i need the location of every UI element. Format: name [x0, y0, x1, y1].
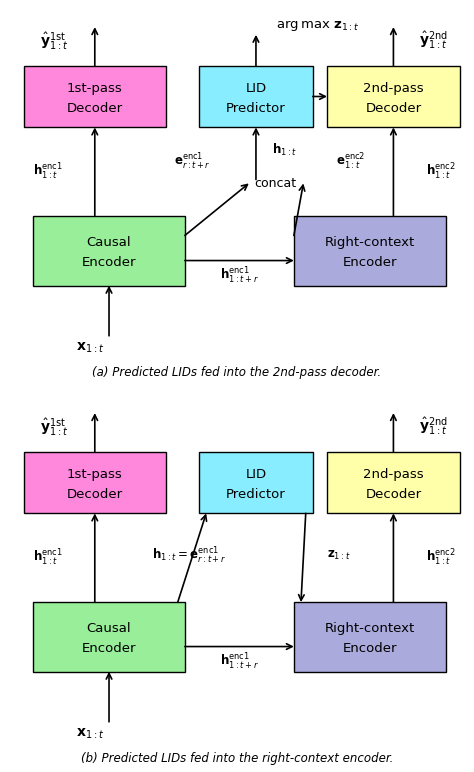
Text: $\mathbf{e}^{\mathrm{enc1}}_{r:t+r}$: $\mathbf{e}^{\mathrm{enc1}}_{r:t+r}$	[173, 152, 210, 172]
Text: Decoder: Decoder	[67, 102, 123, 114]
FancyBboxPatch shape	[327, 66, 460, 127]
Text: $\mathbf{x}_{1:t}$: $\mathbf{x}_{1:t}$	[76, 726, 104, 740]
Text: Decoder: Decoder	[365, 102, 421, 114]
Text: Encoder: Encoder	[343, 642, 397, 655]
FancyBboxPatch shape	[199, 66, 313, 127]
Text: 2nd-pass: 2nd-pass	[363, 468, 424, 480]
Text: $\mathbf{x}_{1:t}$: $\mathbf{x}_{1:t}$	[76, 340, 104, 354]
Text: Decoder: Decoder	[67, 488, 123, 500]
Text: $\mathbf{e}^{\mathrm{enc2}}_{1:t}$: $\mathbf{e}^{\mathrm{enc2}}_{1:t}$	[336, 152, 365, 172]
Text: Encoder: Encoder	[82, 256, 136, 269]
Text: $\hat{\mathbf{y}}^{\mathrm{2nd}}_{1:t}$: $\hat{\mathbf{y}}^{\mathrm{2nd}}_{1:t}$	[419, 415, 448, 438]
Text: $\mathbf{h}^{\mathrm{enc1}}_{1:t}$: $\mathbf{h}^{\mathrm{enc1}}_{1:t}$	[33, 547, 62, 568]
Text: $\mathbf{h}_{1:t}=\mathbf{e}^{\mathrm{enc1}}_{r:t+r}$: $\mathbf{h}_{1:t}=\mathbf{e}^{\mathrm{en…	[153, 546, 227, 566]
Text: 1st-pass: 1st-pass	[67, 82, 123, 94]
Text: $\mathbf{h}^{\mathrm{enc1}}_{1:t+r}$: $\mathbf{h}^{\mathrm{enc1}}_{1:t+r}$	[220, 652, 259, 672]
Text: concat: concat	[254, 177, 296, 190]
Text: Encoder: Encoder	[82, 642, 136, 655]
FancyBboxPatch shape	[33, 602, 185, 672]
Text: Right-context: Right-context	[325, 236, 415, 249]
FancyBboxPatch shape	[199, 452, 313, 513]
Text: $\mathbf{h}^{\mathrm{enc1}}_{1:t}$: $\mathbf{h}^{\mathrm{enc1}}_{1:t}$	[33, 161, 62, 182]
Text: $\mathbf{h}^{\mathrm{enc1}}_{1:t+r}$: $\mathbf{h}^{\mathrm{enc1}}_{1:t+r}$	[220, 266, 259, 286]
FancyBboxPatch shape	[33, 216, 185, 286]
FancyBboxPatch shape	[294, 216, 446, 286]
Text: 1st-pass: 1st-pass	[67, 468, 123, 480]
Text: Causal: Causal	[87, 622, 131, 635]
Text: (b) Predicted LIDs fed into the right-context encoder.: (b) Predicted LIDs fed into the right-co…	[81, 752, 393, 765]
Text: LID: LID	[246, 468, 266, 480]
Text: $\mathbf{h}^{\mathrm{enc2}}_{1:t}$: $\mathbf{h}^{\mathrm{enc2}}_{1:t}$	[426, 161, 456, 182]
Text: Decoder: Decoder	[365, 488, 421, 500]
Text: LID: LID	[246, 82, 266, 94]
Text: $\arg\max\ \mathbf{z}_{1:t}$: $\arg\max\ \mathbf{z}_{1:t}$	[276, 18, 359, 32]
Text: $\hat{\mathbf{y}}^{\mathrm{2nd}}_{1:t}$: $\hat{\mathbf{y}}^{\mathrm{2nd}}_{1:t}$	[419, 29, 448, 52]
Text: $\hat{\mathbf{y}}^{\mathrm{1st}}_{1:t}$: $\hat{\mathbf{y}}^{\mathrm{1st}}_{1:t}$	[40, 415, 69, 438]
FancyBboxPatch shape	[24, 66, 166, 127]
Text: Encoder: Encoder	[343, 256, 397, 269]
Text: $\mathbf{z}_{1:t}$: $\mathbf{z}_{1:t}$	[327, 550, 351, 562]
Text: Predictor: Predictor	[226, 102, 286, 114]
Text: (a) Predicted LIDs fed into the 2nd-pass decoder.: (a) Predicted LIDs fed into the 2nd-pass…	[92, 366, 382, 379]
Text: $\mathbf{h}^{\mathrm{enc2}}_{1:t}$: $\mathbf{h}^{\mathrm{enc2}}_{1:t}$	[426, 547, 456, 568]
Text: Causal: Causal	[87, 236, 131, 249]
Text: Predictor: Predictor	[226, 488, 286, 500]
Text: $\mathbf{h}_{1:t}$: $\mathbf{h}_{1:t}$	[272, 141, 297, 157]
FancyBboxPatch shape	[24, 452, 166, 513]
FancyBboxPatch shape	[294, 602, 446, 672]
Text: $\hat{\mathbf{y}}^{\mathrm{1st}}_{1:t}$: $\hat{\mathbf{y}}^{\mathrm{1st}}_{1:t}$	[40, 29, 69, 52]
Text: Right-context: Right-context	[325, 622, 415, 635]
FancyBboxPatch shape	[327, 452, 460, 513]
Text: 2nd-pass: 2nd-pass	[363, 82, 424, 94]
